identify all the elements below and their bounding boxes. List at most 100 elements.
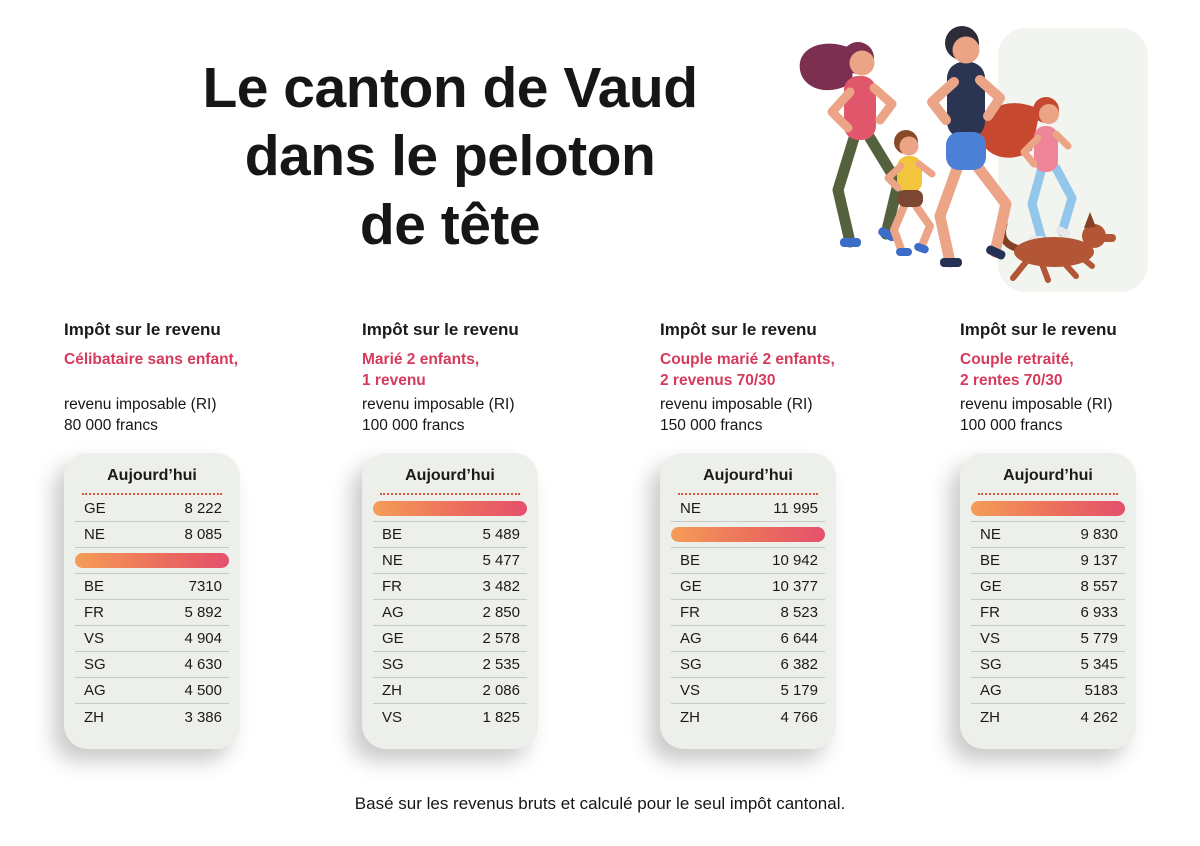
tax-amount: 8 557 (1080, 578, 1118, 595)
canton-row: ZH 2 086 (373, 678, 527, 704)
income-label: revenu imposable (RI) 100 000 francs (362, 396, 515, 434)
card-title: Aujourd’hui (978, 467, 1118, 495)
canton-row: GE 10 377 (671, 574, 825, 600)
canton-code: ZH (980, 708, 1000, 726)
canton-ranking-table: NE 9 830 BE 9 137 GE 8 557 FR 6 933 VS 5 779 SG 5 3… (971, 496, 1125, 730)
girl-figure (979, 97, 1077, 245)
ranking-card: Aujourd’hui BE 5 489 NE 5 477 FR 3 482 AG 2 850… (362, 453, 538, 749)
highlighted-canton-row (671, 522, 825, 548)
tax-amount: 2 086 (482, 682, 520, 699)
canton-code: NE (680, 500, 701, 517)
canton-row: SG 5 345 (971, 652, 1125, 678)
ranking-card: Aujourd’hui GE 8 222 NE 8 085 BE 7310 FR 5 892 V… (64, 453, 240, 749)
canton-row: GE 2 578 (373, 626, 527, 652)
tax-column-couple-retraite: Impôt sur le revenu Couple retraité, 2 r… (960, 320, 1200, 749)
canton-code: BE (382, 526, 403, 543)
canton-row: ZH 4 766 (671, 704, 825, 730)
footnote: Basé sur les revenus bruts et calculé po… (354, 794, 846, 813)
highlighted-canton-row (373, 496, 527, 522)
page-title: Le canton de Vaud dans le peloton de têt… (202, 56, 698, 257)
canton-row: FR 3 482 (373, 574, 527, 600)
canton-code: SG (680, 656, 702, 673)
tax-amount: 1 825 (482, 708, 520, 726)
tax-amount: 5 477 (482, 552, 520, 569)
canton-code: AG (382, 604, 404, 621)
tax-amount: 10 377 (772, 578, 818, 595)
canton-code: SG (84, 656, 106, 673)
canton-code: GE (980, 578, 1002, 595)
canton-row: NE 9 830 (971, 522, 1125, 548)
tax-amount: 9 830 (1080, 526, 1118, 543)
canton-code: GE (84, 500, 106, 517)
tax-amount: 6 933 (1080, 604, 1118, 621)
canton-code: BE (84, 578, 105, 595)
tax-amount: 5 179 (780, 682, 818, 699)
canton-row: AG 6 644 (671, 626, 825, 652)
tax-column-marie-1-revenu: Impôt sur le revenu Marié 2 enfants, 1 r… (362, 320, 604, 749)
canton-code: SG (382, 656, 404, 673)
canton-row: AG 4 500 (75, 678, 229, 704)
column-header: Impôt sur le revenu (960, 320, 1117, 339)
canton-row: ZH 4 262 (971, 704, 1125, 730)
gradient-highlight-bar (671, 527, 825, 542)
gradient-highlight-bar (971, 501, 1125, 516)
canton-code: NE (382, 552, 403, 569)
canton-code: ZH (382, 682, 402, 699)
canton-code: VS (84, 630, 105, 647)
tax-amount: 10 942 (772, 552, 818, 569)
canton-row: SG 2 535 (373, 652, 527, 678)
canton-code: SG (980, 656, 1002, 673)
tax-amount: 4 500 (184, 682, 222, 699)
tax-amount: 2 578 (482, 630, 520, 647)
card-title: Aujourd’hui (380, 467, 520, 495)
canton-row: BE 7310 (75, 574, 229, 600)
canton-row: BE 9 137 (971, 548, 1125, 574)
canton-code: AG (84, 682, 106, 699)
canton-row: GE 8 222 (75, 496, 229, 522)
canton-code: ZH (680, 708, 700, 726)
tax-amount: 5183 (1084, 682, 1118, 699)
tax-amount: 4 630 (184, 656, 222, 673)
income-label: revenu imposable (RI) 100 000 francs (960, 396, 1113, 434)
canton-row: VS 5 779 (971, 626, 1125, 652)
canton-ranking-table: NE 11 995 BE 10 942 GE 10 377 FR 8 523 AG 6 644 SG… (671, 496, 825, 730)
column-header: Impôt sur le revenu (362, 320, 519, 339)
scenario-label: Célibataire sans enfant, (64, 351, 239, 368)
canton-row: AG 5183 (971, 678, 1125, 704)
canton-code: GE (680, 578, 702, 595)
canton-row: AG 2 850 (373, 600, 527, 626)
boy-figure (884, 130, 936, 256)
tax-amount: 8 523 (780, 604, 818, 621)
canton-row: VS 1 825 (373, 704, 527, 730)
canton-code: ZH (84, 708, 104, 726)
canton-code: FR (680, 604, 700, 621)
man-figure (927, 26, 1012, 268)
canton-code: VS (382, 708, 403, 726)
canton-code: FR (382, 578, 402, 595)
tax-column-celibataire: Impôt sur le revenu Célibataire sans enf… (64, 320, 306, 749)
gradient-highlight-bar (75, 553, 229, 568)
tax-amount: 11 995 (773, 500, 818, 517)
highlighted-canton-row (75, 548, 229, 574)
canton-code: FR (84, 604, 104, 621)
tax-amount: 8 222 (184, 500, 222, 517)
canton-row: NE 5 477 (373, 548, 527, 574)
canton-row: FR 6 933 (971, 600, 1125, 626)
canton-code: AG (680, 630, 702, 647)
canton-code: VS (680, 682, 701, 699)
tax-amount: 5 345 (1080, 656, 1118, 673)
scenario-label: Marié 2 enfants, 1 revenu (362, 351, 480, 389)
tax-amount: 4 904 (184, 630, 222, 647)
tax-amount: 9 137 (1080, 552, 1118, 569)
tax-amount: 2 535 (482, 656, 520, 673)
canton-row: VS 5 179 (671, 678, 825, 704)
tax-column-couple-2-revenus: Impôt sur le revenu Couple marié 2 enfan… (660, 320, 902, 749)
ranking-card: Aujourd’hui NE 9 830 BE 9 137 GE 8 557 FR 6 933… (960, 453, 1136, 749)
canton-row: SG 4 630 (75, 652, 229, 678)
tax-amount: 4 766 (780, 708, 818, 726)
woman-figure (799, 42, 904, 248)
canton-ranking-table: BE 5 489 NE 5 477 FR 3 482 AG 2 850 GE 2 578 SG 2 5… (373, 496, 527, 730)
tax-amount: 4 262 (1080, 708, 1118, 726)
scenario-label: Couple retraité, 2 rentes 70/30 (960, 351, 1074, 389)
